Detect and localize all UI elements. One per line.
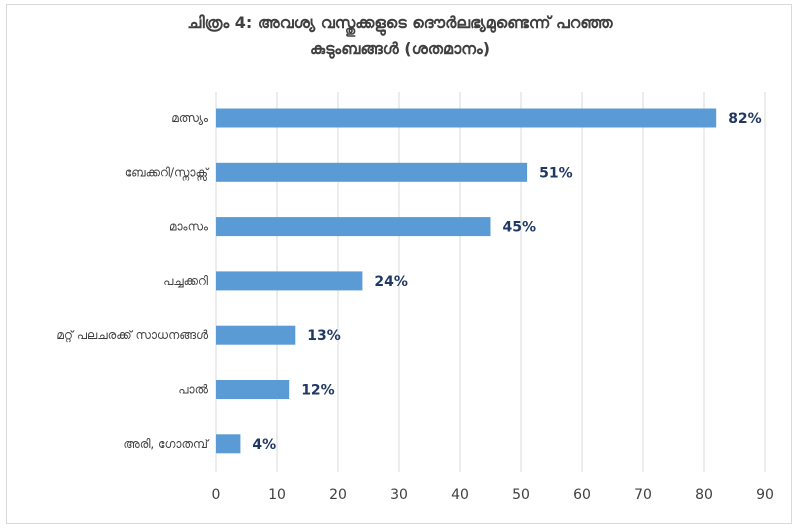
category-label: ബേക്കറി/സ്നാക്സ് (125, 165, 210, 181)
value-label: 24% (374, 274, 408, 290)
x-tick-label: 70 (634, 487, 652, 503)
category-label: മാംസം (169, 220, 209, 234)
category-label: പാൽ (178, 383, 208, 397)
x-tick-label: 40 (451, 487, 469, 503)
value-label: 12% (301, 383, 335, 399)
category-label: മറ്റ് പലചരക്ക് സാധനങ്ങൾ (56, 328, 209, 343)
category-label: മത്സ്യം (171, 111, 209, 125)
x-tick-label: 50 (512, 487, 530, 503)
value-label: 4% (252, 437, 276, 453)
x-tick-label: 30 (390, 487, 408, 503)
x-tick-label: 90 (756, 487, 774, 503)
bar (216, 434, 241, 454)
category-label: പച്ചക്കറി (163, 274, 208, 288)
bar (216, 325, 296, 345)
value-label: 45% (503, 220, 537, 236)
chart-title: ചിത്രം 4: അവശ്യ വസ്തുക്കളുടെ ദൌർലഭ്യമുണ്… (0, 10, 800, 62)
value-label: 82% (728, 111, 762, 127)
bar (216, 217, 491, 237)
bar (216, 271, 363, 291)
x-tick-label: 20 (329, 487, 347, 503)
chart-title-line-2: കുടുംബങ്ങൾ (ശതമാനം) (309, 39, 491, 58)
x-tick-label: 60 (573, 487, 591, 503)
x-tick-label: 0 (212, 487, 221, 503)
bar (216, 108, 717, 128)
chart-title-line-1: ചിത്രം 4: അവശ്യ വസ്തുക്കളുടെ ദൌർലഭ്യമുണ്… (187, 13, 613, 32)
x-tick-label: 80 (695, 487, 713, 503)
x-tick-label: 10 (268, 487, 286, 503)
bar (216, 380, 290, 399)
bar (216, 162, 528, 182)
value-label: 13% (307, 328, 341, 344)
value-label: 51% (539, 165, 573, 181)
category-label: അരി, ഗോതമ്പ് (123, 437, 210, 451)
